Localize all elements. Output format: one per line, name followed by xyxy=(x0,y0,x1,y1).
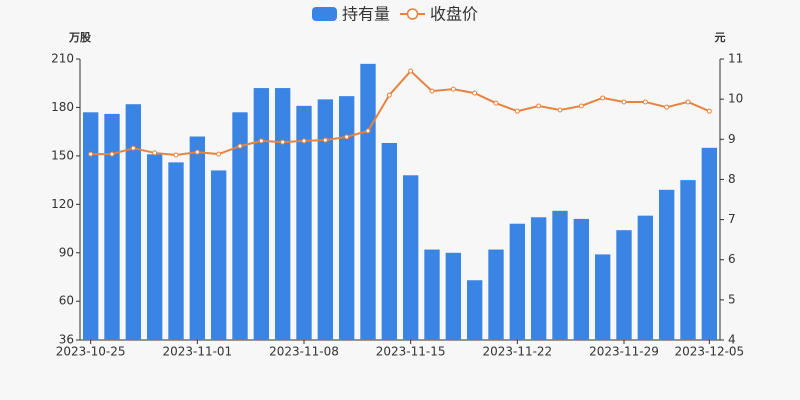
bar xyxy=(466,280,483,340)
bar xyxy=(82,112,99,340)
bar xyxy=(210,170,227,340)
bar xyxy=(424,249,440,340)
bar xyxy=(274,88,291,340)
line-point xyxy=(621,99,627,105)
line-point xyxy=(472,90,478,96)
bar xyxy=(594,254,611,340)
line-point xyxy=(152,150,158,156)
line-point xyxy=(578,103,584,109)
y2-tick-label: 6 xyxy=(728,252,736,266)
bar xyxy=(530,217,547,340)
line xyxy=(90,69,710,156)
line-point xyxy=(408,68,414,74)
line-point xyxy=(258,138,264,144)
line-point xyxy=(365,128,371,134)
y2-tick-label: 8 xyxy=(728,172,736,186)
line-point xyxy=(216,151,222,157)
x-tick-label: 2023-11-15 xyxy=(376,345,446,359)
y-tick-label: 90 xyxy=(59,245,74,259)
line-point xyxy=(194,149,200,155)
y-tick-label: 36 xyxy=(59,333,74,347)
line-point xyxy=(536,103,542,109)
line-point xyxy=(109,151,115,157)
legend-swatch[interactable] xyxy=(406,8,419,20)
line-point xyxy=(88,151,94,157)
bar xyxy=(616,230,632,340)
bar xyxy=(360,63,376,341)
y2-tick-label: 9 xyxy=(728,132,736,146)
bar xyxy=(509,223,526,340)
line-point xyxy=(450,86,456,92)
bar xyxy=(189,136,206,340)
bar xyxy=(488,249,504,340)
line-point xyxy=(685,99,691,105)
y2-tick-label: 5 xyxy=(728,292,736,306)
legend-label[interactable]: 收盘价 xyxy=(430,5,478,24)
legend-swatch[interactable] xyxy=(312,7,337,21)
bar xyxy=(680,180,696,340)
bar xyxy=(381,142,398,340)
line-point xyxy=(237,143,243,149)
y-tick-label: 150 xyxy=(51,148,74,162)
bar xyxy=(573,218,590,340)
x-tick-label: 2023-11-08 xyxy=(269,345,339,359)
x-tick-label: 2023-10-25 xyxy=(56,345,126,359)
y-tick-label: 180 xyxy=(51,100,74,114)
bar xyxy=(445,252,462,340)
bar xyxy=(125,104,142,341)
line-point xyxy=(600,95,606,101)
line-point xyxy=(706,108,712,114)
line-point xyxy=(344,134,350,140)
line-point xyxy=(386,92,392,98)
bar xyxy=(232,112,248,340)
bar xyxy=(253,88,270,340)
line-point xyxy=(493,100,499,106)
bar xyxy=(168,162,184,340)
bar xyxy=(658,189,675,340)
bar xyxy=(637,215,654,340)
y2-tick-label: 4 xyxy=(728,333,736,347)
x-tick-label: 2023-11-29 xyxy=(589,345,659,359)
line-point xyxy=(429,88,435,94)
line-point xyxy=(664,104,670,110)
line-point xyxy=(173,152,179,158)
x-tick-label: 2023-11-01 xyxy=(162,345,232,359)
bar xyxy=(146,154,163,340)
bar xyxy=(338,96,355,340)
y-axis-unit: 万股 xyxy=(68,31,92,44)
line-point xyxy=(301,138,307,144)
y2-tick-label: 10 xyxy=(728,92,743,106)
bar xyxy=(701,147,718,340)
bar xyxy=(104,113,120,340)
line-point xyxy=(642,99,648,105)
bar xyxy=(552,210,568,340)
line-point xyxy=(130,145,136,151)
bar xyxy=(317,99,334,340)
bar xyxy=(402,175,419,340)
y-tick-label: 120 xyxy=(51,197,74,211)
x-tick-label: 2023-12-05 xyxy=(674,345,744,359)
y2-tick-label: 7 xyxy=(728,212,736,226)
y2-tick-label: 11 xyxy=(728,52,743,66)
line-point xyxy=(322,137,328,143)
y2-axis-unit: 元 xyxy=(715,31,726,44)
x-tick-label: 2023-11-22 xyxy=(482,345,552,359)
line-point xyxy=(280,139,286,145)
line-point xyxy=(514,108,520,114)
y-tick-label: 60 xyxy=(59,294,74,308)
line-point xyxy=(557,107,563,113)
y-tick-label: 210 xyxy=(51,52,74,66)
legend-label[interactable]: 持有量 xyxy=(342,5,390,24)
bar xyxy=(296,105,312,340)
